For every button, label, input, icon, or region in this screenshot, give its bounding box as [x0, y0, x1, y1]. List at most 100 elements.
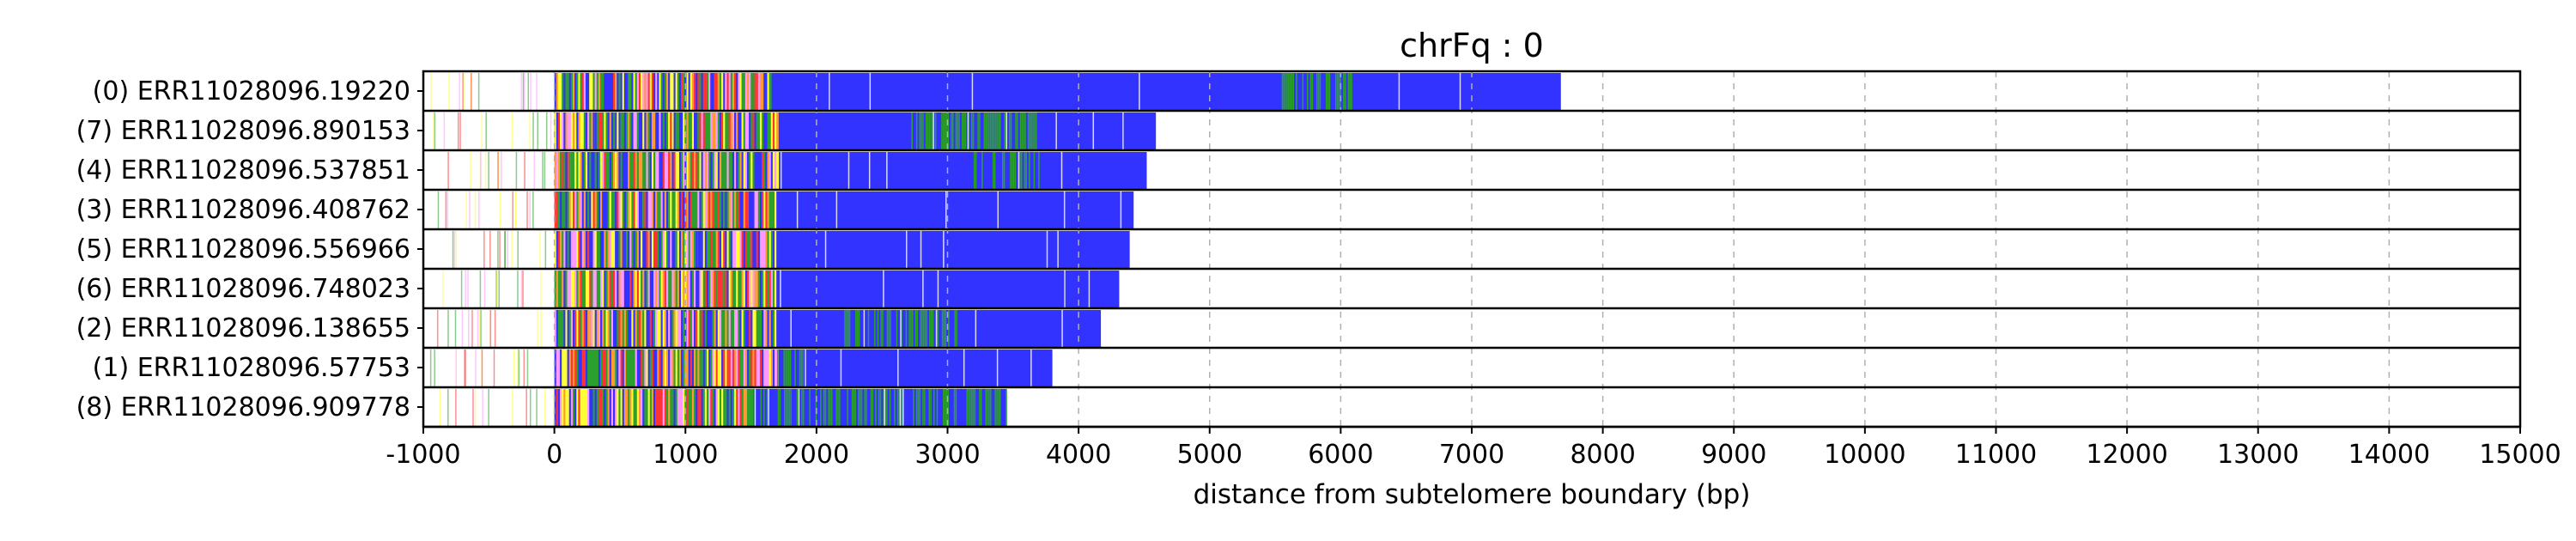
kmer-stripe	[611, 310, 614, 347]
kmer-stripe	[605, 389, 609, 426]
variant-repeat-stripe	[966, 389, 969, 426]
kmer-stripe	[767, 152, 770, 189]
kmer-stripe	[749, 350, 752, 386]
kmer-stripe	[629, 152, 633, 189]
kmer-stripe	[702, 310, 706, 347]
kmer-stripe	[706, 310, 710, 347]
kmer-stripe	[741, 152, 744, 189]
kmer-stripe	[629, 73, 633, 110]
kmer-stripe	[659, 231, 662, 268]
kmer-stripe	[572, 191, 575, 228]
kmer-stripe	[594, 73, 597, 110]
kmer-stripe	[563, 191, 566, 228]
kmer-stripe	[646, 270, 649, 307]
variant-repeat-stripe	[911, 310, 914, 347]
kmer-stripe	[469, 191, 471, 228]
kmer-stripe	[600, 389, 603, 426]
kmer-stripe	[708, 112, 711, 149]
read-bars	[429, 73, 1561, 426]
kmer-stripe	[485, 112, 487, 149]
kmer-stripe	[732, 112, 735, 149]
kmer-stripe	[646, 310, 649, 347]
kmer-stripe	[739, 350, 742, 386]
kmer-stripe	[529, 389, 532, 426]
kmer-stripe	[762, 152, 764, 189]
kmer-stripe	[550, 112, 552, 149]
kmer-stripe	[664, 270, 667, 307]
kmer-stripe	[649, 350, 652, 386]
x-tick-label: 2000	[784, 440, 849, 470]
gap-stripe	[971, 73, 974, 110]
kmer-stripe	[598, 231, 602, 268]
kmer-stripe	[691, 152, 695, 189]
kmer-stripe	[738, 73, 741, 110]
kmer-stripe	[592, 310, 596, 347]
kmer-stripe	[710, 112, 713, 149]
kmer-stripe	[636, 310, 640, 347]
kmer-stripe	[623, 350, 628, 386]
kmer-stripe	[497, 152, 499, 189]
kmer-stripe	[572, 73, 575, 110]
kmer-stripe	[670, 191, 673, 228]
kmer-stripe	[763, 310, 766, 347]
variant-repeat-stripe	[1019, 112, 1022, 149]
kmer-stripe	[673, 152, 677, 189]
kmer-stripe	[570, 73, 574, 110]
kmer-stripe	[589, 350, 592, 386]
variant-repeat-stripe	[958, 112, 960, 149]
kmer-stripe	[578, 350, 580, 386]
kmer-stripe	[607, 231, 611, 268]
kmer-stripe	[769, 270, 773, 307]
variant-repeat-stripe	[1351, 73, 1352, 110]
kmer-stripe	[609, 270, 612, 307]
kmer-stripe	[620, 389, 623, 426]
kmer-stripe	[615, 112, 618, 149]
variant-repeat-stripe	[1286, 73, 1288, 110]
kmer-stripe	[576, 350, 580, 386]
kmer-stripe	[708, 270, 712, 307]
kmer-stripe	[554, 310, 557, 347]
kmer-stripe	[515, 191, 517, 228]
kmer-stripe	[681, 389, 683, 426]
kmer-stripe	[629, 350, 633, 386]
kmer-stripe	[585, 231, 588, 268]
kmer-stripe	[436, 310, 439, 347]
kmer-stripe	[732, 350, 735, 386]
kmer-stripe	[683, 270, 685, 307]
kmer-stripe	[613, 270, 616, 307]
gap-stripe	[905, 231, 908, 268]
variant-repeat-stripe	[874, 310, 876, 347]
kmer-stripe	[497, 231, 499, 268]
kmer-stripe	[723, 73, 726, 110]
variant-repeat-stripe	[787, 389, 789, 426]
kmer-stripe	[515, 152, 518, 189]
gap-stripe	[848, 152, 850, 189]
variant-repeat-stripe	[981, 152, 983, 189]
kmer-stripe	[613, 350, 616, 386]
kmer-stripe	[493, 350, 495, 386]
kmer-stripe	[710, 152, 713, 189]
gap-stripe	[943, 231, 945, 268]
kmer-stripe	[688, 350, 691, 386]
kmer-stripe	[605, 112, 609, 149]
kmer-stripe	[604, 350, 607, 386]
variant-repeat-stripe	[1344, 73, 1346, 110]
kmer-stripe	[684, 350, 687, 386]
kmer-stripe	[556, 191, 560, 228]
kmer-stripe	[589, 270, 592, 307]
kmer-stripe	[675, 152, 678, 189]
telomere-repeat-segment	[777, 112, 1157, 149]
kmer-stripe	[678, 73, 683, 110]
variant-repeat-stripe	[894, 389, 896, 426]
kmer-stripe	[554, 389, 557, 426]
variant-repeat-stripe	[998, 112, 999, 149]
kmer-stripe	[467, 270, 469, 307]
variant-repeat-stripe	[955, 389, 957, 426]
gap-stripe	[840, 350, 842, 386]
kmer-stripe	[539, 231, 541, 268]
kmer-stripe	[739, 231, 743, 268]
kmer-stripe	[763, 73, 767, 110]
kmer-stripe	[526, 350, 529, 386]
kmer-stripe	[629, 112, 633, 149]
kmer-stripe	[721, 73, 725, 110]
